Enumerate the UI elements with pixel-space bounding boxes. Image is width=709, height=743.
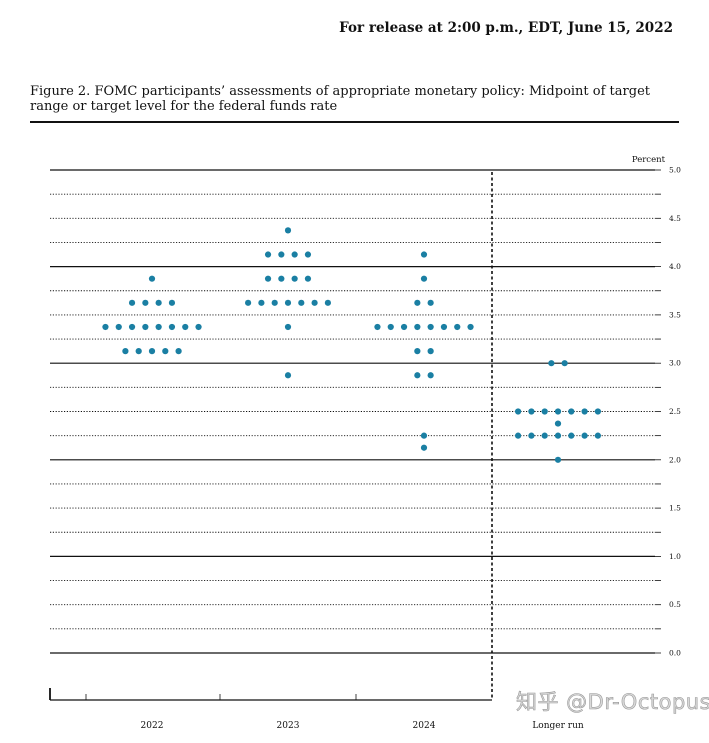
data-dot: [374, 323, 381, 331]
data-dot: [245, 299, 252, 306]
data-dot: [400, 323, 408, 331]
y-tick-label: 5.0: [669, 166, 681, 175]
data-dot: [387, 323, 394, 331]
y-tick-label: 4.5: [669, 214, 681, 223]
data-dot: [291, 251, 298, 258]
data-dot: [414, 323, 421, 331]
data-dot: [414, 372, 421, 379]
data-dot: [264, 251, 272, 258]
data-dot: [162, 348, 169, 355]
data-dot: [454, 323, 461, 331]
data-dot: [284, 299, 292, 306]
data-dot: [148, 275, 156, 282]
data-dot: [427, 323, 434, 331]
data-dot: [515, 408, 522, 415]
data-dot: [128, 323, 136, 331]
data-dot: [420, 275, 428, 282]
data-dot: [528, 432, 535, 439]
data-dot: [594, 408, 602, 415]
x-category-label: 2023: [277, 721, 300, 731]
y-tick-label: 3.0: [669, 359, 681, 368]
data-dot: [581, 408, 588, 415]
y-tick-label: 1.0: [669, 552, 681, 561]
figure-title: Figure 2. FOMC participants’ assessments…: [30, 84, 650, 114]
data-dot: [155, 299, 162, 306]
data-dot: [554, 420, 562, 427]
y-tick-label: 2.0: [669, 455, 681, 464]
data-dot: [278, 251, 285, 258]
data-dot: [440, 323, 448, 331]
data-dot: [258, 299, 265, 306]
data-dot: [554, 432, 562, 439]
data-dot: [298, 299, 305, 306]
data-dot: [541, 408, 548, 415]
data-dot: [168, 323, 176, 331]
data-dot: [561, 360, 568, 367]
data-dot: [284, 227, 292, 234]
data-dot: [311, 299, 318, 306]
data-dot: [142, 323, 149, 331]
data-dot: [168, 299, 176, 306]
data-dot: [128, 299, 136, 306]
data-dot: [515, 432, 522, 439]
data-dot: [427, 372, 434, 379]
data-dot: [554, 456, 562, 463]
y-tick-label: 0.5: [669, 600, 681, 609]
data-dot: [102, 323, 109, 331]
data-dot: [135, 348, 142, 355]
data-dot: [148, 348, 156, 355]
data-dot: [142, 299, 149, 306]
data-dot: [182, 323, 189, 331]
data-dot: [195, 323, 202, 331]
data-dot: [581, 432, 588, 439]
data-dot: [304, 275, 312, 282]
y-axis-label: Percent: [632, 155, 666, 165]
y-tick-label: 3.5: [669, 310, 681, 319]
data-dot: [122, 348, 129, 355]
release-line: For release at 2:00 p.m., EDT, June 15, …: [339, 20, 673, 36]
data-dot: [175, 348, 182, 355]
watermark: 知乎 @Dr-Octopus: [516, 690, 709, 715]
data-dot: [420, 444, 428, 451]
data-dot: [541, 432, 548, 439]
data-dot: [284, 372, 292, 379]
data-dot: [155, 323, 162, 331]
data-dot: [528, 408, 535, 415]
y-tick-label: 4.0: [669, 262, 681, 271]
data-dot: [594, 432, 602, 439]
data-dot: [414, 299, 421, 306]
x-category-label: Longer run: [532, 721, 584, 731]
data-dot: [324, 299, 331, 306]
data-dot: [271, 299, 278, 306]
data-dot: [414, 348, 421, 355]
title-rule: [30, 121, 679, 123]
data-dot: [548, 360, 555, 367]
y-tick-label: 1.5: [669, 504, 681, 513]
data-dot: [568, 432, 575, 439]
data-dot: [420, 432, 428, 439]
y-tick-label: 2.5: [669, 407, 681, 416]
x-category-label: 2022: [141, 721, 164, 731]
data-dot: [278, 275, 285, 282]
data-dot: [554, 408, 562, 415]
x-category-label: 2024: [413, 721, 436, 731]
data-dot: [291, 275, 298, 282]
data-dot: [264, 275, 272, 282]
y-tick-label: 0.0: [669, 649, 681, 658]
data-dot: [568, 408, 575, 415]
data-dot: [420, 251, 428, 258]
data-dot: [427, 348, 434, 355]
data-dot: [304, 251, 312, 258]
data-dot: [427, 299, 434, 306]
data-dot: [467, 323, 474, 331]
data-dot: [284, 323, 292, 331]
data-dot: [115, 323, 122, 331]
